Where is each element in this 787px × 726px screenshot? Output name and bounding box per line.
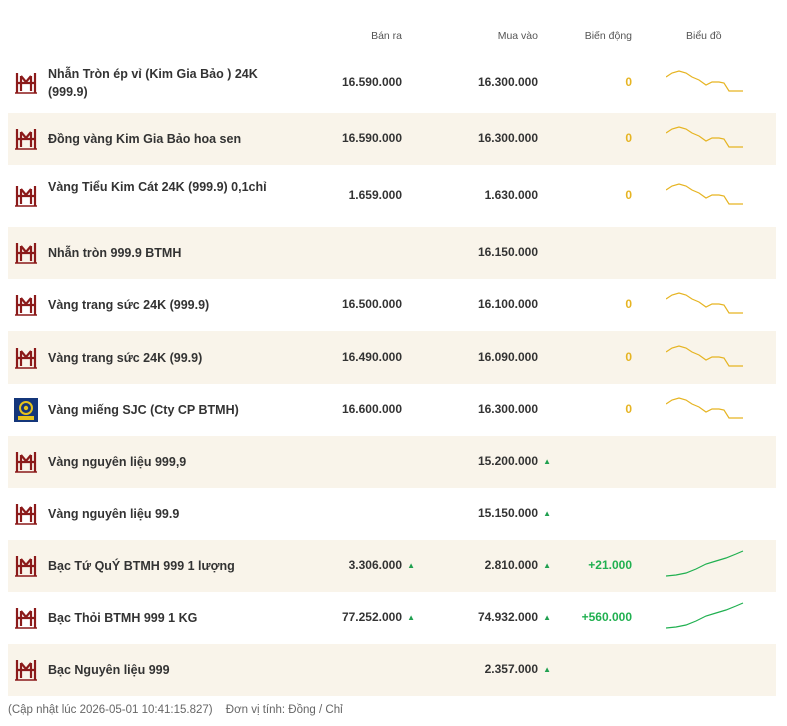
- price-change: +21.000: [588, 558, 632, 572]
- sell-price: 16.590.000: [341, 131, 402, 145]
- table-row: Vàng miếng SJC (Cty CP BTMH) 16.600.000 16…: [8, 384, 776, 436]
- price-change: +560.000: [581, 610, 632, 624]
- btmh-logo: [14, 241, 38, 265]
- header-change: Biến động: [584, 30, 632, 42]
- price-table: Bán ra Mua vào Biến động Biểu đồ Nhẫn Tr…: [8, 0, 776, 696]
- buy-price: 16.300.000: [477, 131, 538, 145]
- buy-price: 15.150.000: [477, 506, 538, 520]
- sell-price: 16.600.000: [341, 402, 402, 416]
- update-time: (Cập nhật lúc 2026-05-01 10:41:15.827): [8, 704, 213, 716]
- price-change: 0: [625, 297, 632, 311]
- table-row: Bạc Nguyên liệu 999 2.357.000 ▲: [8, 644, 776, 696]
- product-name: Vàng miếng SJC (Cty CP BTMH): [48, 403, 239, 417]
- table-row: Vàng trang sức 24K (99.9) 16.490.000 16.09…: [8, 331, 776, 384]
- buy-price: 16.150.000: [477, 245, 538, 259]
- buy-price: 16.300.000: [477, 402, 538, 416]
- buy-price: 16.300.000: [477, 74, 538, 89]
- btmh-logo: [14, 184, 38, 208]
- buy-up-arrow-icon: ▲: [543, 613, 551, 622]
- price-change: 0: [625, 131, 632, 145]
- sell-price: 3.306.000: [348, 558, 402, 572]
- buy-price: 74.932.000: [477, 610, 538, 624]
- buy-price: 15.200.000: [477, 454, 538, 468]
- btmh-logo: [14, 554, 38, 578]
- header-buy: Mua vào: [497, 30, 538, 42]
- sell-price: 77.252.000: [341, 610, 402, 624]
- product-name: Đồng vàng Kim Gia Bảo hoa sen: [48, 132, 242, 146]
- price-change: 0: [625, 402, 632, 416]
- product-name: Bạc Thỏi BTMH 999 1 KG: [48, 611, 198, 625]
- btmh-logo: [14, 346, 38, 370]
- buy-up-arrow-icon: ▲: [543, 457, 551, 466]
- trend-sparkline[interactable]: [665, 289, 744, 319]
- btmh-logo: [14, 127, 38, 151]
- table-row: Nhẫn Tròn ép vỉ (Kim Gia Bảo ) 24K (999.…: [8, 52, 776, 113]
- product-name: Vàng nguyên liệu 999,9: [48, 455, 187, 469]
- table-row: Nhẫn tròn 999.9 BTMH 16.150.000: [8, 227, 776, 279]
- trend-sparkline[interactable]: [665, 342, 744, 372]
- table-row: Vàng Tiểu Kim Cát 24K (999.9) 0,1chỉ 1.65…: [8, 165, 776, 227]
- trend-sparkline[interactable]: [665, 550, 744, 580]
- price-change: 0: [625, 74, 632, 89]
- product-name: Vàng Tiểu Kim Cát 24K (999.9) 0,1chỉ: [48, 180, 267, 194]
- table-row: Bạc Tứ QuÝ BTMH 999 1 lượng 3.306.000 ▲ 2.8…: [8, 540, 776, 592]
- btmh-logo: [14, 606, 38, 630]
- table-body: Nhẫn Tròn ép vỉ (Kim Gia Bảo ) 24K (999.…: [8, 52, 776, 696]
- table-header: Bán ra Mua vào Biến động Biểu đồ: [8, 0, 776, 52]
- buy-price: 2.357.000: [484, 662, 538, 676]
- product-name: Vàng trang sức 24K (999.9): [48, 298, 210, 312]
- price-change: 0: [625, 349, 632, 364]
- table-row: Vàng nguyên liệu 99.9 15.150.000 ▲: [8, 488, 776, 540]
- product-name: Vàng nguyên liệu 99.9: [48, 507, 180, 521]
- buy-up-arrow-icon: ▲: [543, 509, 551, 518]
- header-sell: Bán ra: [371, 30, 402, 42]
- product-name: Nhẫn Tròn ép vỉ (Kim Gia Bảo ) 24K (999.…: [48, 66, 258, 99]
- trend-sparkline[interactable]: [665, 394, 744, 424]
- sell-up-arrow-icon: ▲: [407, 561, 415, 570]
- footer: (Cập nhật lúc 2026-05-01 10:41:15.827) Đ…: [8, 704, 353, 716]
- sell-price: 16.500.000: [341, 297, 402, 311]
- trend-sparkline[interactable]: [665, 67, 744, 97]
- btmh-logo: [14, 502, 38, 526]
- buy-price: 1.630.000: [484, 188, 538, 202]
- product-name: Nhẫn tròn 999.9 BTMH: [48, 246, 182, 260]
- btmh-logo: [14, 450, 38, 474]
- product-name: Bạc Nguyên liệu 999: [48, 663, 170, 677]
- buy-price: 16.090.000: [477, 349, 538, 364]
- price-change: 0: [625, 188, 632, 202]
- buy-up-arrow-icon: ▲: [543, 561, 551, 570]
- trend-sparkline[interactable]: [665, 180, 744, 210]
- table-row: Vàng trang sức 24K (999.9) 16.500.000 16.1…: [8, 279, 776, 331]
- unit-note: Đơn vị tính: Đồng / Chỉ: [225, 704, 343, 716]
- buy-price: 16.100.000: [477, 297, 538, 311]
- buy-up-arrow-icon: ▲: [543, 665, 551, 674]
- sell-price: 16.490.000: [341, 349, 402, 364]
- btmh-logo: [14, 658, 38, 682]
- sell-price: 1.659.000: [348, 188, 402, 202]
- product-name: Vàng trang sức 24K (99.9): [48, 350, 203, 365]
- buy-price: 2.810.000: [484, 558, 538, 572]
- table-row: Đồng vàng Kim Gia Bảo hoa sen 16.590.000 1…: [8, 113, 776, 165]
- sjc-logo: [14, 398, 38, 422]
- header-chart: Biểu đồ: [686, 30, 722, 42]
- sell-up-arrow-icon: ▲: [407, 613, 415, 622]
- table-row: Vàng nguyên liệu 999,9 15.200.000 ▲: [8, 436, 776, 488]
- trend-sparkline[interactable]: [665, 602, 744, 632]
- table-row: Bạc Thỏi BTMH 999 1 KG 77.252.000 ▲ 74.932.…: [8, 592, 776, 644]
- sell-price: 16.590.000: [341, 74, 402, 89]
- btmh-logo: [14, 71, 38, 95]
- product-name: Bạc Tứ QuÝ BTMH 999 1 lượng: [48, 559, 235, 573]
- btmh-logo: [14, 293, 38, 317]
- trend-sparkline[interactable]: [665, 123, 744, 153]
